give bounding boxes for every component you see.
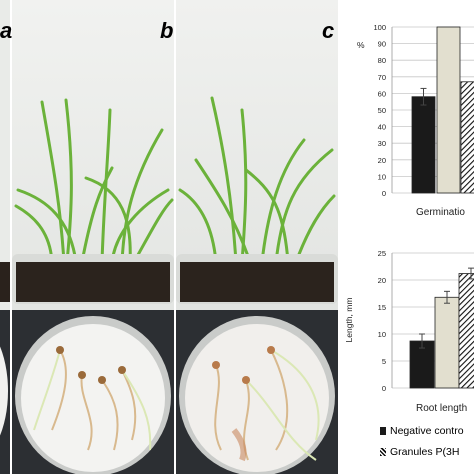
x-axis-label: Germinatio	[416, 207, 465, 218]
legend-label-negative: Negative contro	[390, 425, 464, 437]
y-tick-label: 90	[378, 40, 386, 49]
y-tick-label: 100	[373, 23, 386, 32]
legend-negative: Negative contro	[380, 425, 464, 437]
y-tick-label: 60	[378, 89, 386, 98]
y-tick-label: 5	[382, 357, 386, 366]
photo-a-top	[0, 0, 10, 310]
bar	[458, 273, 474, 389]
petri-dish-c	[179, 316, 335, 474]
bar	[434, 296, 460, 389]
y-tick-label: 10	[378, 172, 386, 181]
y-tick-label: 0	[382, 384, 386, 393]
y-tick-label: 50	[378, 106, 386, 115]
y-tick-label: 25	[378, 249, 386, 258]
germination-chart: 0 10 20 30 40 50 60 70 80 90 100% Germinatio	[357, 23, 474, 218]
panel-letter-c: c	[322, 18, 335, 43]
charts: 0 10 20 30 40 50 60 70 80 90 100% Germinatio 0 5 10 15…	[344, 23, 474, 414]
root-length-chart: 0 5 10 15 20 25 Length, mm Root length	[344, 249, 474, 414]
y-tick-label: 40	[378, 123, 386, 132]
y-tick-label: 10	[378, 330, 386, 339]
seedlings-b	[12, 98, 174, 304]
photo-a-bottom	[0, 310, 10, 474]
y-axis-label: %	[357, 40, 365, 50]
y-axis-label: Length, mm	[344, 298, 354, 343]
legend-label-granules: Granules P(3H	[390, 446, 460, 458]
photo-c-top	[176, 0, 338, 310]
bar	[409, 340, 435, 389]
legend-swatch-granules	[380, 448, 386, 456]
bar	[460, 81, 474, 194]
legend-swatch-negative	[380, 427, 386, 435]
y-tick-label: 15	[378, 303, 386, 312]
seedlings-c	[176, 96, 338, 304]
y-tick-label: 20	[378, 276, 386, 285]
legend-granules: Granules P(3H	[380, 446, 459, 458]
panel-letter-a: a	[0, 18, 13, 43]
soil	[0, 262, 10, 302]
petri-dish-b	[15, 316, 171, 474]
y-tick-label: 70	[378, 73, 386, 82]
y-tick-label: 30	[378, 139, 386, 148]
petri-dish	[0, 322, 8, 460]
photo-b-bottom	[12, 310, 174, 474]
bar	[436, 26, 461, 194]
bar	[411, 96, 436, 194]
y-tick-label: 20	[378, 156, 386, 165]
x-axis-label: Root length	[416, 403, 467, 414]
y-tick-label: 0	[382, 189, 386, 198]
photo-b-top	[12, 0, 174, 310]
photo-c-bottom	[176, 310, 338, 474]
panel-letter-b: b	[160, 18, 174, 43]
y-tick-label: 80	[378, 56, 386, 65]
